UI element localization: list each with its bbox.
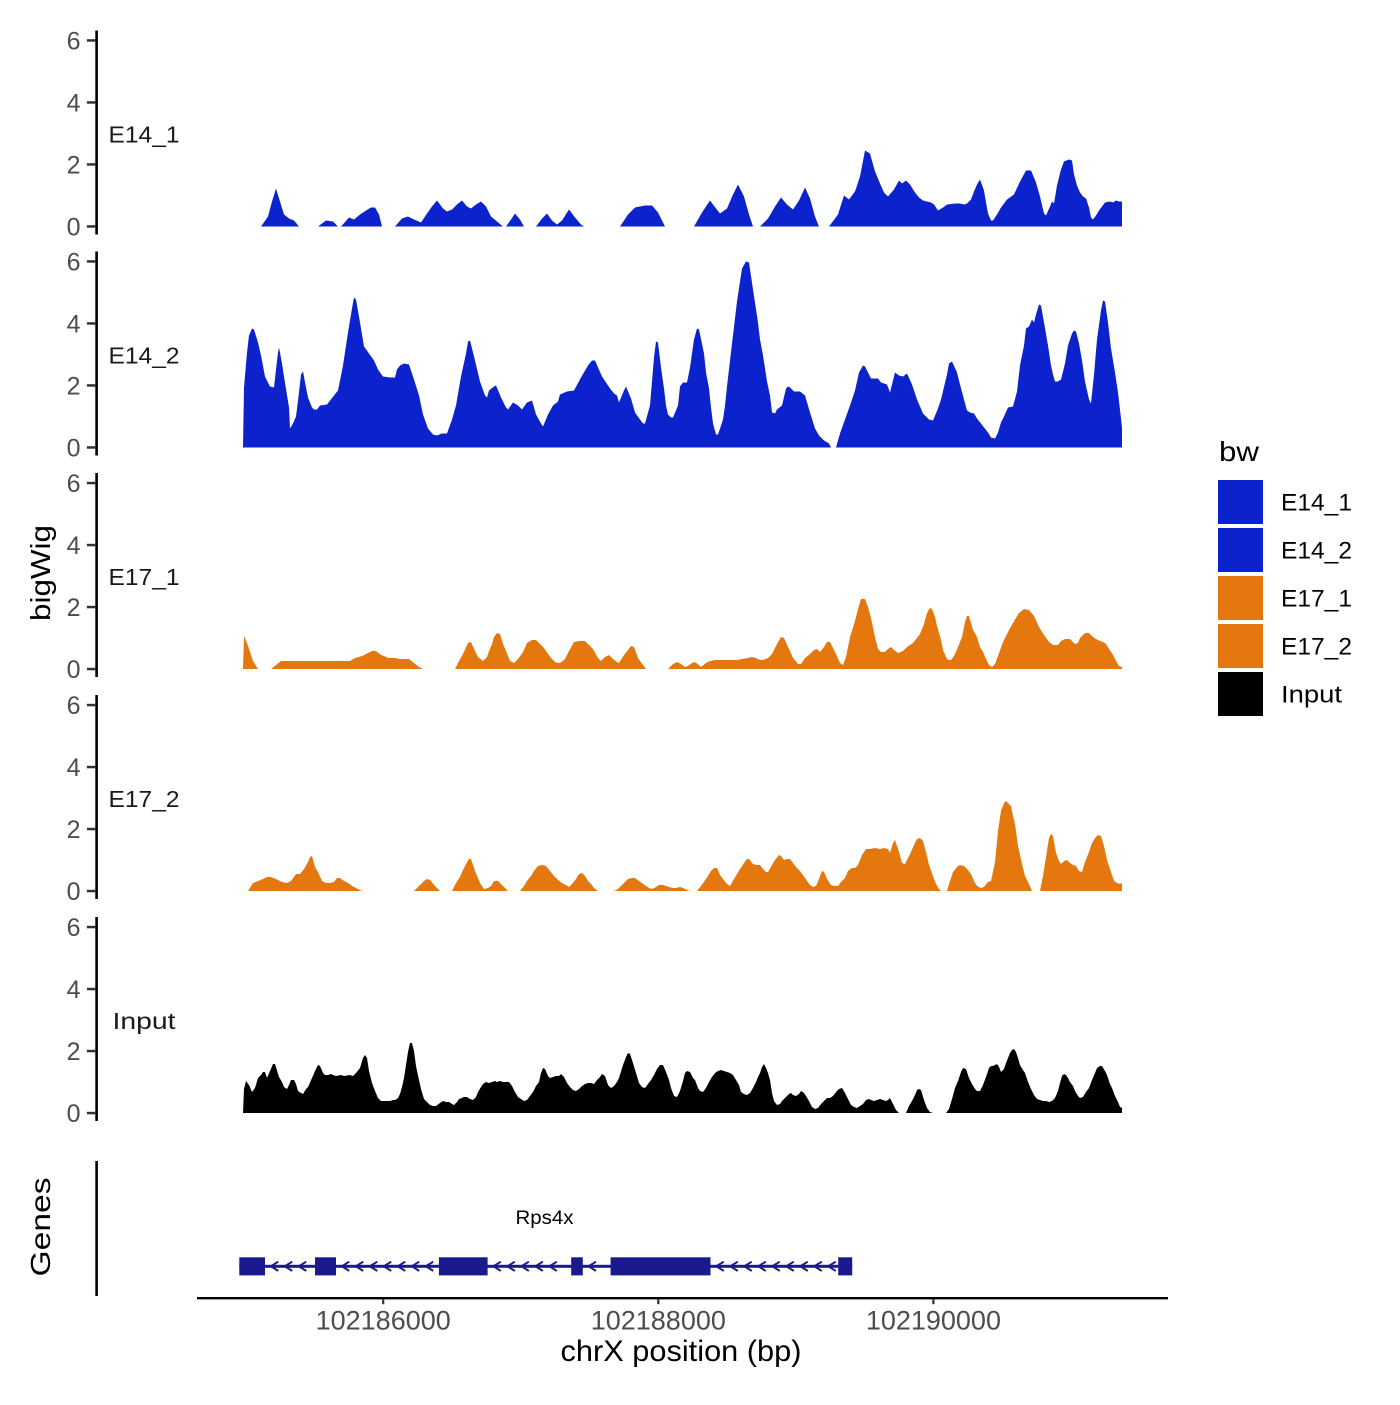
svg-text:bigWig: bigWig [25,525,56,621]
svg-text:E14_2: E14_2 [109,342,180,368]
svg-text:6: 6 [67,914,81,942]
svg-text:4: 4 [67,311,81,339]
svg-text:4: 4 [67,90,81,118]
svg-text:2: 2 [67,152,81,180]
svg-text:2: 2 [67,373,81,401]
svg-text:Input: Input [113,1008,177,1034]
svg-text:6: 6 [67,470,81,498]
svg-text:2: 2 [67,1038,81,1066]
svg-text:6: 6 [67,692,81,720]
svg-text:E14_1: E14_1 [109,121,180,147]
svg-text:E14_1: E14_1 [1281,490,1352,517]
svg-text:E17_2: E17_2 [1281,634,1352,661]
svg-text:E17_1: E17_1 [109,564,180,590]
svg-text:4: 4 [67,532,81,560]
svg-text:102190000: 102190000 [866,1306,1001,1336]
svg-text:Rps4x: Rps4x [516,1208,575,1229]
svg-text:E17_2: E17_2 [109,786,180,812]
svg-text:2: 2 [67,594,81,622]
svg-text:0: 0 [67,435,81,463]
svg-text:Genes: Genes [25,1178,56,1277]
svg-text:0: 0 [67,1100,81,1128]
svg-text:0: 0 [67,214,81,242]
svg-text:102186000: 102186000 [316,1306,451,1336]
svg-text:E14_2: E14_2 [1281,538,1352,565]
svg-text:4: 4 [67,976,81,1004]
svg-text:bw: bw [1219,436,1260,467]
svg-text:chrX position (bp): chrX position (bp) [561,1335,802,1368]
svg-text:4: 4 [67,754,81,782]
svg-text:6: 6 [67,249,81,277]
svg-text:2: 2 [67,816,81,844]
svg-text:Input: Input [1281,682,1342,709]
svg-text:102188000: 102188000 [591,1306,726,1336]
svg-text:6: 6 [67,28,81,56]
svg-text:E17_1: E17_1 [1281,586,1352,613]
svg-text:0: 0 [67,656,81,684]
svg-text:0: 0 [67,878,81,906]
